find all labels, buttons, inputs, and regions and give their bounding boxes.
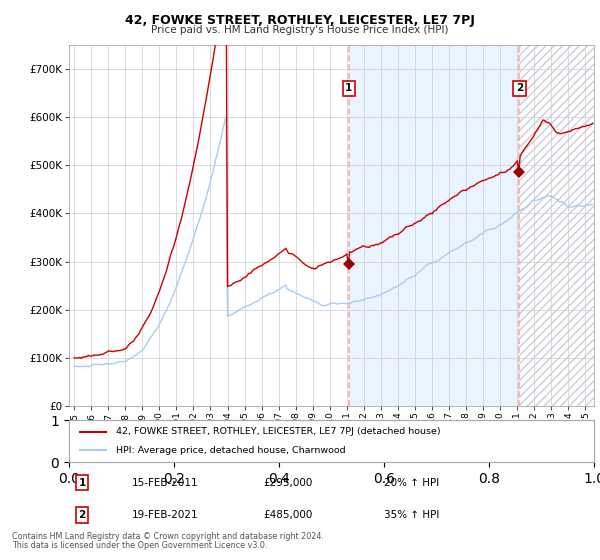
Text: This data is licensed under the Open Government Licence v3.0.: This data is licensed under the Open Gov… [12,541,268,550]
Bar [349,45,520,406]
Text: £295,000: £295,000 [263,478,313,488]
Text: 2: 2 [516,83,523,93]
Text: 1: 1 [79,478,86,488]
Text: 42, FOWKE STREET, ROTHLEY, LEICESTER, LE7 7PJ: 42, FOWKE STREET, ROTHLEY, LEICESTER, LE… [125,14,475,27]
Text: 1: 1 [345,83,353,93]
Text: 20% ↑ HPI: 20% ↑ HPI [384,478,439,488]
Text: Contains HM Land Registry data © Crown copyright and database right 2024.: Contains HM Land Registry data © Crown c… [12,532,324,541]
Bar [520,45,600,406]
Text: HPI: Average price, detached house, Charnwood: HPI: Average price, detached house, Char… [116,446,346,455]
Text: 2: 2 [79,510,86,520]
Text: 35% ↑ HPI: 35% ↑ HPI [384,510,439,520]
Text: Price paid vs. HM Land Registry's House Price Index (HPI): Price paid vs. HM Land Registry's House … [151,25,449,35]
Text: 42, FOWKE STREET, ROTHLEY, LEICESTER, LE7 7PJ (detached house): 42, FOWKE STREET, ROTHLEY, LEICESTER, LE… [116,427,441,436]
Text: 19-FEB-2021: 19-FEB-2021 [132,510,199,520]
Text: 15-FEB-2011: 15-FEB-2011 [132,478,199,488]
Bar [520,45,600,406]
Text: £485,000: £485,000 [263,510,313,520]
